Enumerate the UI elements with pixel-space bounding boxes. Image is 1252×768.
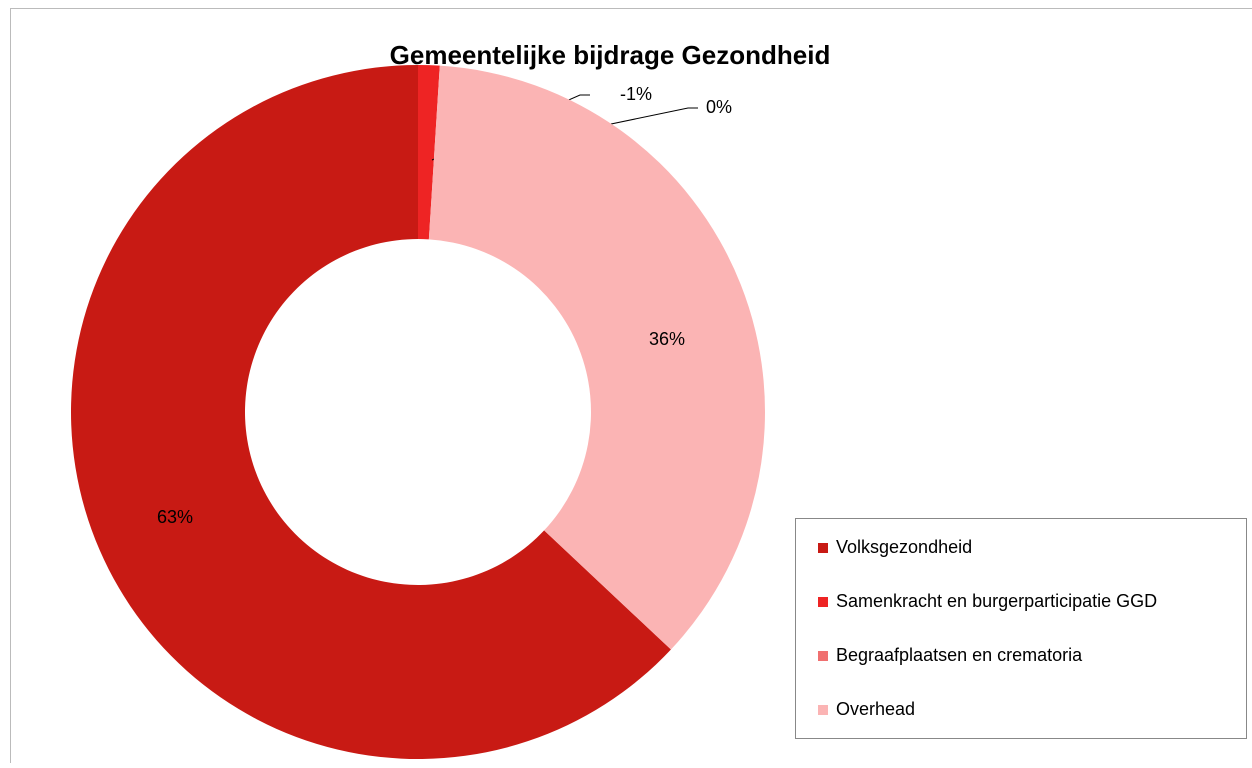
data-label: 36% [649,329,685,349]
chart-title: Gemeentelijke bijdrage Gezondheid [390,40,831,70]
legend-swatch [818,651,828,661]
legend-swatch [818,705,828,715]
legend-swatch [818,543,828,553]
legend-label: Volksgezondheid [836,537,972,557]
legend-swatch [818,597,828,607]
legend-label: Overhead [836,699,915,719]
data-label: 63% [157,507,193,527]
legend-label: Begraafplaatsen en crematoria [836,645,1083,665]
legend-label: Samenkracht en burgerparticipatie GGD [836,591,1157,611]
data-label: -1% [620,84,652,104]
data-label: 0% [706,97,732,117]
